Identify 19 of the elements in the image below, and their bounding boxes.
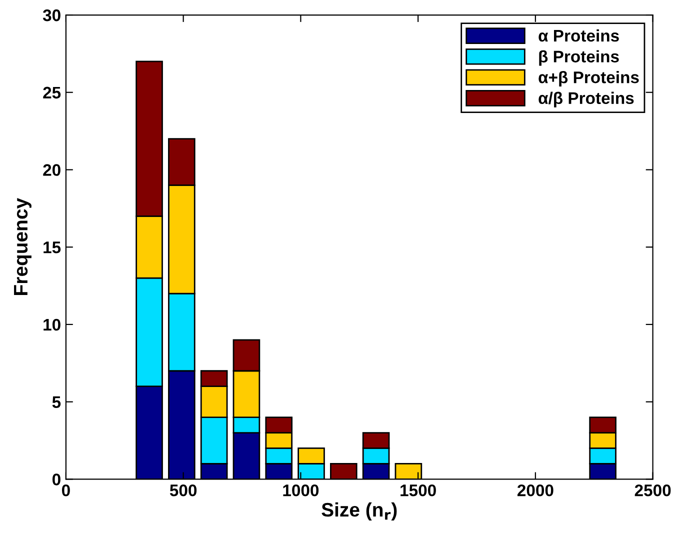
y-tick-label: 10 (44, 318, 60, 331)
x-tick-label: 1000 (283, 484, 319, 496)
y-tick-label: 20 (43, 164, 60, 176)
y-axis-title: Frequency (14, 198, 32, 295)
x-tick-label: 500 (170, 484, 197, 496)
y-tick-label: 30 (42, 9, 60, 22)
y-tick-label: 25 (43, 86, 61, 99)
y-tick-label: 15 (44, 242, 61, 254)
legend-label: α Proteins (538, 29, 619, 42)
y-tick-label: 5 (52, 396, 61, 408)
x-axis-title: Size (n$_{r}$) (322, 502, 397, 520)
legend-label: α/β Proteins (538, 92, 634, 108)
x-tick-label: 1500 (400, 484, 436, 496)
x-tick-label: 0 (62, 484, 70, 496)
legend-label: β Proteins (539, 50, 619, 66)
y-tick-label: 0 (52, 474, 60, 486)
x-tick-label: 2000 (517, 484, 554, 496)
legend-label: α+β Proteins (538, 71, 639, 87)
x-tick-label: 2500 (634, 484, 671, 496)
